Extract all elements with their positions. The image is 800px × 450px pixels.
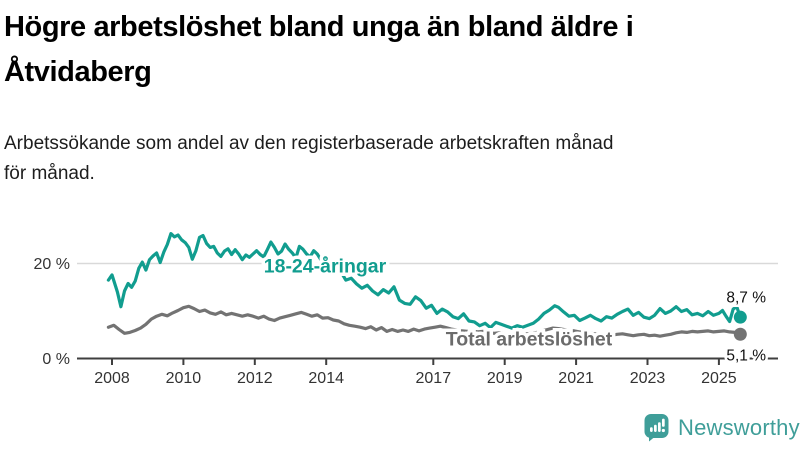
page-title-line2: Åtvidaberg [4, 56, 152, 88]
y-axis-tick-label: 20 % [34, 256, 70, 273]
x-axis-tick-label: 2014 [308, 370, 344, 387]
x-axis-tick-label: 2012 [237, 370, 273, 387]
chart-subtitle-line1: Arbetssökande som andel av den registerb… [4, 133, 614, 154]
total-end-dot [733, 327, 747, 341]
youth-series-label: 18-24-åringar [264, 255, 387, 278]
chart-svg: 2008 2010 2012 2014 2017 2019 2021 2023 2025 0 % 2… [34, 231, 778, 387]
x-axis-tick-label: 2023 [630, 370, 666, 387]
newsworthy-logo[interactable]: Newsworthy [643, 413, 800, 442]
page-title: Högre arbetslöshet bland unga än bland ä… [4, 5, 796, 95]
y-axis-tick-label: 0 % [42, 351, 70, 368]
x-axis-tick-label: 2017 [416, 370, 452, 387]
total-series-label: Total arbetslöshet [446, 329, 613, 351]
chart-subtitle: Arbetssökande som andel av den registerb… [4, 129, 796, 189]
x-axis-tick-label: 2010 [166, 370, 202, 387]
page-title-line1: Högre arbetslöshet bland unga än bland ä… [4, 11, 634, 43]
youth-series-line [106, 231, 742, 330]
unemployment-line-chart: 2008 2010 2012 2014 2017 2019 2021 2023 2025 0 % 2… [0, 200, 800, 400]
x-axis-tick-label: 2019 [487, 370, 523, 387]
newsworthy-wordmark: Newsworthy [678, 414, 800, 440]
chart-subtitle-line2: för månad. [4, 163, 95, 184]
bar-chart-speech-bubble-icon [644, 414, 669, 442]
x-axis-tick-label: 2021 [558, 370, 594, 387]
youth-end-dot [733, 310, 747, 324]
total-end-value-label: 5,1 % [726, 347, 766, 364]
total-series-line [106, 304, 742, 338]
x-axis-tick-label: 2008 [94, 370, 130, 387]
youth-end-value-label: 8,7 % [726, 290, 766, 307]
x-axis-tick-label: 2025 [701, 370, 737, 387]
